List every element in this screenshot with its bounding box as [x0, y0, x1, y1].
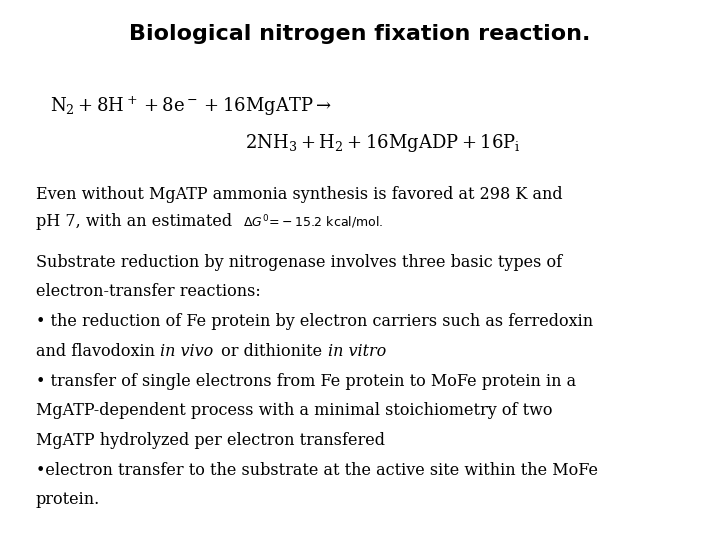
Text: $\mathregular{N_2 + 8H^+ + 8e^- + 16MgATP \rightarrow}$: $\mathregular{N_2 + 8H^+ + 8e^- + 16MgAT…: [50, 94, 333, 118]
Text: Even without MgATP ammonia synthesis is favored at 298 K and: Even without MgATP ammonia synthesis is …: [36, 186, 562, 203]
Text: Substrate reduction by nitrogenase involves three basic types of: Substrate reduction by nitrogenase invol…: [36, 254, 562, 271]
Text: • the reduction of Fe protein by electron carriers such as ferredoxin: • the reduction of Fe protein by electro…: [36, 313, 593, 330]
Text: pH 7, with an estimated: pH 7, with an estimated: [36, 213, 238, 230]
Text: • transfer of single electrons from Fe protein to MoFe protein in a: • transfer of single electrons from Fe p…: [36, 373, 576, 389]
Text: in vivo: in vivo: [160, 343, 213, 360]
Text: MgATP hydrolyzed per electron transfered: MgATP hydrolyzed per electron transfered: [36, 432, 385, 449]
Text: $\mathregular{2NH_3 + H_2 + 16MgADP + 16P_i}$: $\mathregular{2NH_3 + H_2 + 16MgADP + 16…: [245, 132, 521, 154]
Text: MgATP-dependent process with a minimal stoichiometry of two: MgATP-dependent process with a minimal s…: [36, 402, 552, 419]
Text: or dithionite: or dithionite: [216, 343, 328, 360]
Text: protein.: protein.: [36, 491, 100, 508]
Text: Biological nitrogen fixation reaction.: Biological nitrogen fixation reaction.: [130, 24, 590, 44]
Text: electron-transfer reactions:: electron-transfer reactions:: [36, 284, 261, 300]
Text: •electron transfer to the substrate at the active site within the MoFe: •electron transfer to the substrate at t…: [36, 462, 598, 478]
Text: in vitro: in vitro: [328, 343, 387, 360]
Text: $\Delta G^0\!=\!-15.2\ \mathrm{kcal/mol.}$: $\Delta G^0\!=\!-15.2\ \mathrm{kcal/mol.…: [243, 213, 384, 231]
Text: and flavodoxin: and flavodoxin: [36, 343, 160, 360]
